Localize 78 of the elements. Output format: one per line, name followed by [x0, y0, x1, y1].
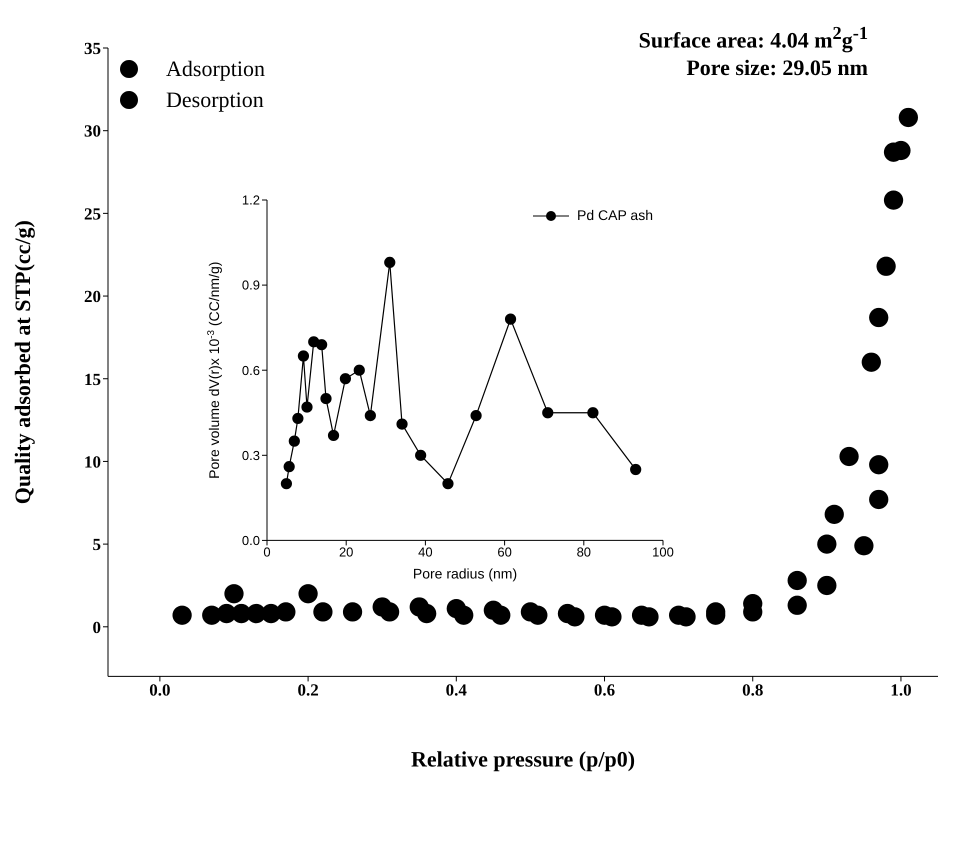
legend-label: Adsorption: [166, 55, 265, 83]
point: [817, 534, 836, 554]
x-tick-label: 100: [652, 544, 674, 560]
y-axis-title: Quality adsorbed at STP(cc/g): [10, 220, 35, 504]
y-tick-label: 15: [84, 370, 101, 389]
x-tick-label: 0.6: [594, 680, 616, 700]
x-tick-label: 0.4: [446, 680, 468, 700]
legend-label: Desorption: [166, 86, 264, 114]
point: [292, 412, 304, 424]
y-tick-label: 0.6: [242, 362, 260, 378]
x-axis-title: Relative pressure (p/p0): [410, 746, 636, 772]
point: [869, 455, 888, 474]
y-tick-label: 0.3: [242, 448, 260, 463]
point: [898, 108, 918, 128]
point: [354, 364, 365, 376]
point: [817, 576, 836, 596]
point: [839, 446, 859, 466]
point: [284, 461, 295, 472]
point: [446, 598, 466, 618]
x-tick-label: 0.0: [149, 680, 170, 700]
y-tick-label: 1.2: [242, 192, 260, 208]
point: [542, 407, 554, 418]
x-tick-label: 80: [576, 544, 592, 560]
x-tick-label: 40: [418, 544, 433, 560]
x-tick-label: 0.2: [297, 680, 319, 700]
point: [340, 373, 352, 384]
point: [876, 256, 896, 276]
legend-label: Pd CAP ash: [576, 206, 653, 225]
point: [470, 410, 482, 422]
y-tick-label: 0.9: [242, 278, 260, 293]
point: [313, 602, 333, 622]
point: [288, 436, 300, 447]
point: [384, 256, 396, 268]
y-tick-label: 0.0: [242, 533, 260, 548]
point: [298, 350, 310, 362]
y-tick-label: 20: [84, 287, 101, 306]
x-tick-label: 60: [497, 544, 512, 560]
point: [342, 602, 362, 622]
point: [280, 478, 292, 490]
y-tick-label: 25: [84, 204, 101, 224]
x-axis-title: Pore radius (nm): [412, 565, 518, 582]
point: [372, 597, 392, 617]
y-tick-label: 5: [92, 535, 101, 554]
point: [484, 600, 503, 620]
y-tick-label: 35: [84, 39, 101, 58]
point: [328, 430, 340, 442]
point: [410, 597, 429, 617]
point: [224, 584, 244, 604]
y-tick-label: 0: [92, 618, 101, 637]
y-tick-label: 30: [84, 122, 101, 141]
point: [364, 410, 376, 422]
point: [301, 401, 313, 413]
point: [396, 418, 408, 430]
point: [172, 606, 192, 625]
annotation: Surface area: 4.04 m$^{2}$g$^{-1}$: [638, 23, 868, 54]
point: [788, 570, 807, 590]
x-tick-label: 0.8: [742, 680, 764, 700]
point: [824, 504, 844, 524]
point: [862, 352, 881, 372]
point: [320, 392, 332, 404]
point: [298, 584, 318, 604]
point: [869, 490, 888, 510]
point: [630, 464, 642, 476]
x-tick-label: 1.0: [890, 680, 912, 700]
point: [276, 602, 296, 622]
point: [869, 308, 888, 328]
annotation: Pore size: 29.05 nm: [686, 55, 868, 81]
point: [442, 478, 454, 490]
point: [854, 536, 874, 556]
point: [587, 407, 599, 418]
x-tick-label: 0: [263, 544, 271, 560]
point: [504, 314, 516, 325]
x-tick-label: 20: [338, 544, 354, 560]
y-tick-label: 10: [84, 452, 101, 472]
point: [415, 450, 426, 461]
point: [788, 596, 807, 615]
point: [884, 190, 904, 210]
point: [316, 339, 328, 350]
